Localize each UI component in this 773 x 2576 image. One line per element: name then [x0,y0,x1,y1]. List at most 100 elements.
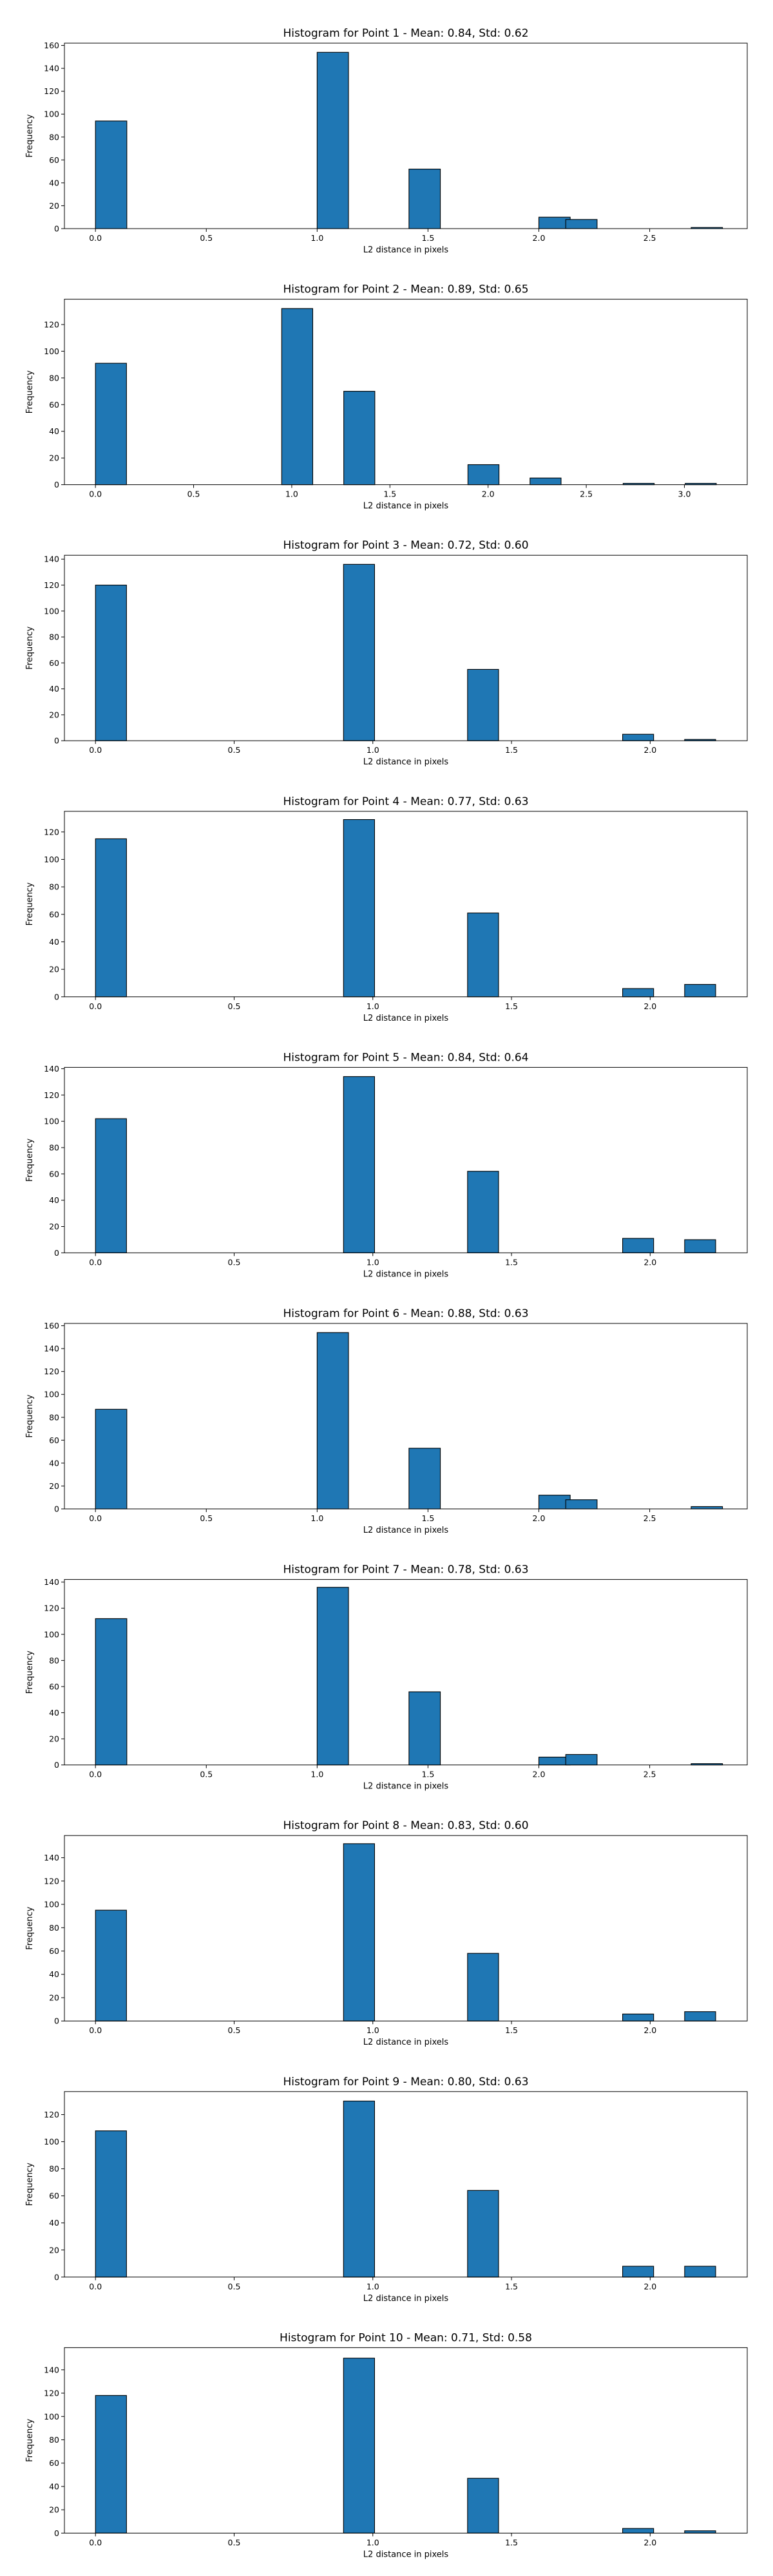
histogram-bar [95,1909,127,2022]
x-tick-label: 1.0 [367,1001,379,1011]
y-tick-label: 100 [44,1390,59,1399]
y-axis-label: Frequency [25,370,35,413]
axes-frame [64,1835,748,2022]
chart-title: Histogram for Point 7 - Mean: 0.78, Std:… [283,1564,528,1577]
y-tick-label: 20 [49,1993,59,2002]
histogram-bar [408,169,441,229]
y-tick-label: 140 [44,64,59,73]
y-tick-label: 60 [49,155,59,165]
x-tick-label: 1.5 [421,1513,434,1523]
y-tick-label: 40 [49,684,59,694]
y-tick-label: 0 [54,480,59,489]
x-tick-label: 2.0 [644,2025,656,2035]
x-tick-label: 2.5 [644,233,656,243]
histogram-bar [684,2266,716,2278]
histogram-panel: Histogram for Point 2 - Mean: 0.89, Std:… [25,283,748,511]
x-tick-label: 0.5 [187,489,200,499]
y-tick-label: 20 [49,965,59,974]
y-axis-label: Frequency [25,1394,35,1437]
y-axis-label: Frequency [25,114,35,157]
y-tick-label: 80 [49,1142,59,1152]
histogram-bar [343,1076,375,1253]
y-tick-label: 40 [49,426,59,436]
y-tick-label: 80 [49,132,59,142]
y-tick-label: 20 [49,1481,59,1491]
y-tick-label: 80 [49,2164,59,2174]
x-tick-label: 1.5 [505,745,518,755]
histogram-panel: Histogram for Point 10 - Mean: 0.71, Std… [25,2331,748,2559]
y-tick-label: 140 [44,1064,59,1074]
histogram-bar [408,1691,441,1766]
chart-title: Histogram for Point 2 - Mean: 0.89, Std:… [283,283,528,296]
y-tick-label: 140 [44,2365,59,2374]
y-tick-label: 40 [49,1708,59,1718]
histogram-bar [622,2266,654,2278]
histogram-bar [343,564,375,741]
x-tick-label: 0.5 [200,233,213,243]
x-axis-label: L2 distance in pixels [363,2294,449,2304]
y-tick-label: 0 [54,2528,59,2538]
x-tick-label: 2.0 [644,1001,656,1011]
x-tick-label: 2.0 [644,2282,656,2291]
x-tick-label: 2.5 [644,1770,656,1779]
y-axis-label: Frequency [25,2419,35,2462]
x-tick-label: 0.5 [228,2282,241,2291]
y-tick-label: 20 [49,1734,59,1744]
x-tick-label: 2.0 [482,489,495,499]
x-tick-label: 0.5 [228,2537,241,2547]
chart-title: Histogram for Point 8 - Mean: 0.83, Std:… [283,1819,528,1832]
y-tick-label: 0 [54,1760,59,1770]
chart-title: Histogram for Point 3 - Mean: 0.72, Std:… [283,539,528,552]
y-axis-label: Frequency [25,1651,35,1694]
x-tick-label: 0.0 [89,1001,102,1011]
histogram-panel: Histogram for Point 7 - Mean: 0.78, Std:… [25,1564,748,1792]
x-tick-label: 0.5 [228,2025,241,2035]
y-tick-label: 60 [49,909,59,919]
axes-frame [64,1066,748,1253]
y-tick-label: 140 [44,1344,59,1354]
y-tick-label: 80 [49,373,59,383]
histogram-bar [467,1171,499,1253]
x-tick-label: 1.5 [505,2025,518,2035]
x-tick-label: 2.0 [644,1257,656,1267]
histogram-bar [691,1506,723,1510]
y-tick-label: 100 [44,346,59,356]
y-axis-label: Frequency [25,1906,35,1949]
y-tick-label: 20 [49,2505,59,2515]
axes-frame [64,1323,748,1510]
y-tick-label: 0 [54,1504,59,1514]
x-tick-label: 2.0 [533,233,546,243]
y-tick-label: 100 [44,2137,59,2146]
histogram-panel: Histogram for Point 6 - Mean: 0.88, Std:… [25,1307,748,1535]
y-tick-label: 40 [49,1458,59,1468]
y-tick-label: 0 [54,1248,59,1258]
histogram-bar [467,913,499,998]
x-tick-label: 2.0 [533,1770,546,1779]
x-tick-label: 1.5 [383,489,396,499]
y-tick-label: 0 [54,992,59,1001]
y-tick-label: 0 [54,2016,59,2026]
y-tick-label: 120 [44,827,59,837]
y-tick-label: 20 [49,710,59,719]
y-tick-label: 100 [44,606,59,616]
x-axis-label: L2 distance in pixels [363,502,449,511]
x-axis-label: L2 distance in pixels [363,2550,449,2559]
axes-frame [64,811,748,998]
x-tick-label: 1.0 [310,1513,323,1523]
x-tick-label: 0.0 [89,2025,102,2035]
histogram-bar [95,1408,128,1510]
x-tick-label: 1.0 [367,2537,379,2547]
histogram-bar [316,52,349,229]
y-tick-label: 80 [49,632,59,642]
y-tick-label: 120 [44,580,59,590]
histogram-bar [467,1953,499,2022]
x-axis-label: L2 distance in pixels [363,1014,449,1023]
y-tick-label: 100 [44,1629,59,1639]
x-tick-label: 1.5 [505,2537,518,2547]
histogram-bar [316,1332,349,1510]
histogram-bar [565,1499,598,1510]
histogram-bar [565,219,598,229]
histogram-panel: Histogram for Point 1 - Mean: 0.84, Std:… [25,27,748,255]
histogram-bar [684,984,716,998]
y-tick-label: 120 [44,1367,59,1376]
